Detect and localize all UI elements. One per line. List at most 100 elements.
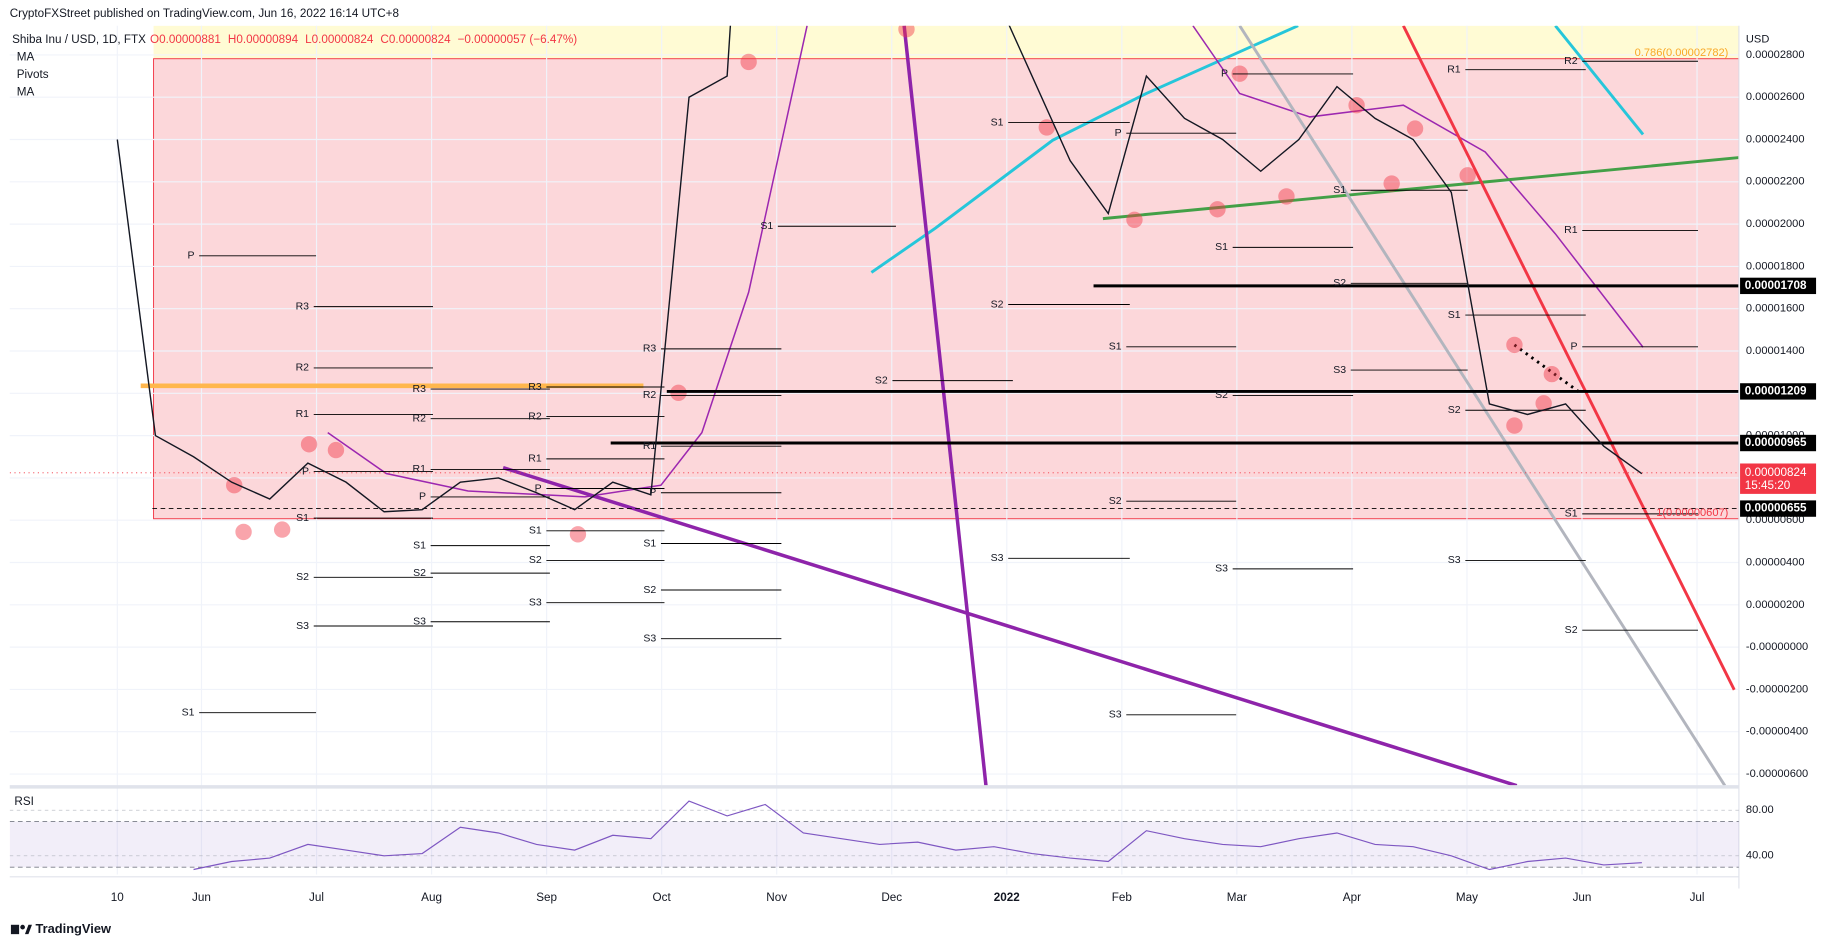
x-tick-label: Sep: [536, 891, 557, 904]
pivot-label: S3: [413, 616, 426, 628]
ma-line: [1192, 25, 1644, 348]
y-tick-label: -0.00000600: [1746, 768, 1808, 780]
pivot-label: R2: [1564, 55, 1578, 67]
logo: [10, 924, 32, 935]
pivot-label: S1: [182, 706, 195, 718]
rsi-title: RSI: [14, 795, 33, 808]
trend-line: [1102, 156, 1739, 221]
pivot-label: S2: [1333, 277, 1346, 289]
pivot-label: S2: [875, 374, 888, 386]
y-tick-label: 0.00002800: [1746, 49, 1805, 61]
pivot-label: S1: [1565, 508, 1578, 520]
pivot-label: P: [419, 491, 426, 503]
rsi-line: [193, 800, 1642, 871]
fib-label: 1(0.00000607): [1656, 507, 1728, 519]
ohlc-value: L0.00000824: [305, 33, 374, 46]
indicator-name: Pivots: [17, 68, 49, 81]
pivot-label: R3: [296, 300, 310, 312]
x-tick-label: Nov: [766, 891, 787, 904]
y-tick-label: 0.00002600: [1746, 91, 1805, 103]
pivot-label: S2: [991, 298, 1004, 310]
ma-line: [1554, 25, 1645, 136]
y-tick-label: -0.00000200: [1746, 683, 1808, 695]
pivot-label: S2: [413, 567, 426, 579]
y-tick-label: 0.00001800: [1746, 260, 1805, 272]
pivot-label: P: [1115, 127, 1122, 139]
pivot-label: P: [1571, 341, 1578, 353]
pivot-label: R1: [528, 453, 542, 465]
ohlc-value: C0.00000824: [380, 33, 451, 46]
last-price: 0.00000824: [1745, 466, 1807, 479]
pivot-label: S1: [991, 116, 1004, 128]
ohlc-value: H0.00000894: [228, 33, 299, 46]
pivot-label: R1: [1447, 63, 1461, 75]
x-tick-label: Oct: [653, 891, 672, 904]
fib-label: 0.786(0.00002782): [1635, 47, 1729, 59]
y-tick-label: -0.00000400: [1746, 726, 1808, 738]
trend-line: [502, 465, 1518, 786]
pivot-label: S2: [643, 584, 656, 596]
pivot-label: S3: [1109, 709, 1122, 721]
pivot-label: S3: [1448, 554, 1461, 566]
y-tick-label: 0.00000200: [1746, 599, 1805, 611]
x-tick-label: Feb: [1112, 891, 1133, 904]
fib-zone: [153, 58, 1739, 520]
price-label-box: [1740, 500, 1817, 517]
pivot-label: S2: [1215, 389, 1228, 401]
drawings: [140, 25, 1739, 786]
rsi-pane: [9, 800, 1739, 871]
countdown: 15:45:20: [1745, 479, 1791, 492]
pivot-label: R3: [643, 343, 657, 355]
x-tick-label: 2022: [994, 891, 1021, 904]
pivot-label: P: [535, 482, 542, 494]
pivot-label: S3: [643, 632, 656, 644]
y-tick-label: -0.00000000: [1746, 641, 1808, 653]
rsi-tick-label: 80.00: [1746, 804, 1774, 816]
pivot-label: S1: [1109, 341, 1122, 353]
price-label-box: [1740, 434, 1817, 452]
pivot-label: S1: [296, 512, 309, 524]
price-label: 0.00001209: [1745, 385, 1807, 398]
pivot-label: P: [1221, 68, 1228, 80]
x-tick-label: Dec: [881, 891, 902, 904]
trend-line: [1402, 25, 1736, 691]
pivot-label: S1: [529, 525, 542, 537]
last-price-box: [1740, 463, 1817, 494]
trend-line: [902, 25, 988, 786]
pivot-label: R3: [528, 381, 542, 393]
currency: USD: [1746, 34, 1769, 46]
pivot-label: S1: [1333, 184, 1346, 196]
pivot-label: R3: [413, 383, 427, 395]
trend-line: [1238, 25, 1727, 786]
pivot-label: S3: [1333, 364, 1346, 376]
pivot-label: S2: [296, 571, 309, 583]
ma-line: [870, 25, 1299, 274]
y-tick-label: 0.00000600: [1746, 514, 1805, 526]
pivot-label: R2: [643, 389, 657, 401]
x-tick-label: Jul: [1690, 891, 1705, 904]
y-tick-label: 0.00001600: [1746, 303, 1805, 315]
price-label: 0.00000965: [1745, 436, 1807, 449]
x-tick-label: Mar: [1227, 891, 1247, 904]
pivot-label: S1: [1448, 309, 1461, 321]
pivot-label: P: [302, 465, 309, 477]
pivot-label: R2: [528, 410, 542, 422]
pivot-label: R2: [296, 362, 310, 374]
x-tick-label: Aug: [421, 891, 442, 904]
pivot-label: P: [649, 487, 656, 499]
indicator-name: MA: [17, 50, 35, 63]
ohlc-value: O0.00000881: [150, 33, 221, 46]
pivot-label: S1: [760, 220, 773, 232]
pivot-label: S2: [1448, 404, 1461, 416]
ohlc-value: −0.00000057 (−6.47%): [458, 33, 578, 46]
pivot-label: R2: [413, 412, 427, 424]
ma-line: [327, 25, 808, 498]
y-tick-label: 0.00000400: [1746, 556, 1805, 568]
x-tick-label: Apr: [1343, 891, 1361, 904]
y-tick-label: 0.00001400: [1746, 345, 1805, 357]
pivot-label: S2: [1565, 624, 1578, 636]
footer: TradingView: [35, 921, 112, 936]
x-tick-label: May: [1456, 891, 1478, 904]
price-label-box: [1740, 383, 1817, 400]
